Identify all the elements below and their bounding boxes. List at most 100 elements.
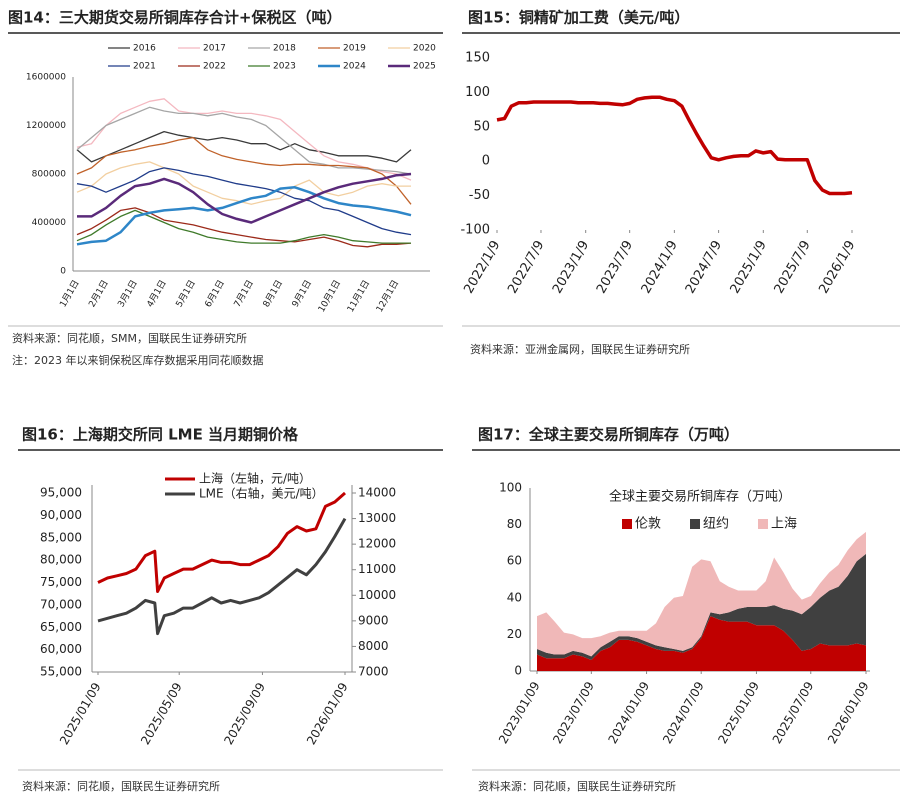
legend-label: 2025: [413, 62, 436, 72]
source: 资料来源：同花顺，SMM，国联民生证券研究所: [12, 331, 247, 345]
x-tick-label: 2025/1/9: [728, 238, 770, 296]
legend-label: 2016: [133, 44, 156, 54]
y-tick-label: 65,000: [40, 620, 82, 634]
y-tick-label: 1200000: [26, 121, 66, 131]
legend-swatch: [622, 519, 632, 529]
y-tick-label: 50: [473, 119, 490, 134]
series-line: [76, 167, 412, 236]
x-tick-label: 2023/1/9: [550, 238, 592, 296]
x-tick-label: 6月1日: [203, 278, 227, 309]
y2-tick-label: 12000: [358, 537, 396, 551]
legend-label: 2023: [273, 62, 296, 72]
y-tick-label: 80: [507, 517, 522, 531]
chart-subtitle: 全球主要交易所铜库存（万吨）: [609, 489, 791, 505]
x-tick-label: 12月1日: [374, 278, 401, 314]
note: 注：2023 年以来铜保税区库存数据采用同花顺数据: [12, 353, 264, 367]
legend-label: 伦敦: [635, 516, 661, 532]
y-tick-label: 20: [507, 627, 522, 641]
y-tick-label: 40: [507, 590, 522, 604]
chart-title: 图15：铜精矿加工费（美元/吨）: [468, 9, 689, 27]
x-tick-label: 10月1日: [316, 278, 343, 314]
legend-label: 上海（左轴，元/吨）: [199, 471, 311, 486]
y-tick-label: 1600000: [26, 73, 66, 83]
y-tick-label: 0: [514, 664, 522, 678]
y-tick-label: 150: [465, 51, 490, 66]
x-tick-label: 2026/01/09: [304, 680, 351, 747]
series-line: [77, 172, 412, 224]
legend-label: 纽约: [703, 517, 729, 532]
y2-tick-label: 10000: [358, 588, 396, 602]
x-tick-label: 2023/07/09: [550, 679, 597, 746]
legend-label: 2022: [203, 62, 226, 72]
x-tick-label: 2024/7/9: [683, 238, 725, 296]
x-tick-label: 2026/1/9: [816, 238, 858, 296]
series-line: [76, 209, 411, 244]
y-tick-label: 60,000: [40, 642, 82, 656]
y-tick-label: 85,000: [40, 530, 82, 544]
legend-label: 2018: [273, 44, 296, 54]
y-tick-label: 80,000: [40, 553, 82, 567]
source: 资料来源：亚洲金属网，国联民生证券研究所: [470, 342, 690, 356]
x-tick-label: 2025/01/09: [715, 679, 762, 746]
series-area: [537, 616, 866, 671]
legend-swatch: [690, 519, 700, 529]
x-tick-label: 2025/07/09: [770, 679, 817, 746]
legend-label: 2021: [133, 62, 156, 72]
series-line: [76, 98, 412, 181]
series-line: [76, 106, 412, 175]
x-tick-label: 8月1日: [261, 278, 285, 309]
x-tick-label: 7月1日: [232, 278, 256, 309]
series-line: [76, 186, 412, 246]
x-tick-label: 2024/01/09: [605, 679, 652, 746]
series-line: [97, 491, 346, 593]
source: 资料来源：同花顺，国联民生证券研究所: [478, 779, 676, 793]
series-area: [537, 531, 866, 657]
y-tick-label: 0: [60, 267, 66, 277]
x-tick-label: 2023/01/09: [496, 679, 543, 746]
x-tick-label: 4月1日: [145, 278, 169, 309]
y-tick-label: 0: [482, 154, 490, 169]
x-tick-label: 2025/01/09: [57, 680, 104, 747]
x-tick-label: 2025/7/9: [772, 238, 814, 296]
legend-label: 2020: [413, 44, 436, 54]
legend-label: LME（右轴，美元/吨）: [199, 486, 324, 501]
y-tick-label: 55,000: [40, 665, 82, 679]
x-tick-label: 2023/7/9: [594, 238, 636, 296]
chart-title: 图16：上海期交所同 LME 当月期铜价格: [22, 426, 299, 444]
legend-label: 上海: [771, 517, 797, 532]
x-tick-label: 2025/09/09: [221, 680, 268, 747]
y-tick-label: 400000: [32, 218, 67, 228]
x-tick-label: 2022/7/9: [505, 238, 547, 296]
x-tick-label: 1月1日: [58, 278, 82, 309]
legend-label: 2024: [343, 62, 366, 72]
series-line: [97, 517, 347, 636]
y-tick-label: 800000: [32, 170, 67, 180]
series-line: [496, 95, 853, 196]
legend-label: 2019: [343, 44, 366, 54]
y-tick-label: 90,000: [40, 508, 82, 522]
y-tick-label: 60: [507, 554, 522, 568]
source: 资料来源：同花顺，国联民生证券研究所: [22, 779, 220, 793]
y2-tick-label: 8000: [358, 639, 389, 653]
y-tick-label: 75,000: [40, 575, 82, 589]
x-tick-label: 2022/1/9: [461, 238, 503, 296]
y2-tick-label: 7000: [358, 665, 389, 679]
x-tick-label: 2025/05/09: [138, 680, 185, 747]
series-line: [76, 207, 412, 248]
y2-tick-label: 13000: [358, 511, 396, 525]
series-line: [76, 161, 411, 205]
x-tick-label: 2024/07/09: [660, 679, 707, 746]
x-tick-label: 9月1日: [290, 278, 314, 309]
y2-tick-label: 11000: [358, 562, 396, 576]
y-tick-label: 100: [465, 85, 490, 100]
y-tick-label: 70,000: [40, 597, 82, 611]
x-tick-label: 2月1日: [87, 278, 111, 309]
legend-label: 2017: [203, 44, 226, 54]
chart-title: 图17：全球主要交易所铜库存（万吨）: [478, 426, 739, 444]
y-tick-label: -100: [460, 223, 490, 238]
series-line: [76, 130, 412, 163]
x-tick-label: 2026/01/09: [825, 679, 872, 746]
series-line: [76, 136, 412, 205]
x-tick-label: 2024/1/9: [639, 238, 681, 296]
